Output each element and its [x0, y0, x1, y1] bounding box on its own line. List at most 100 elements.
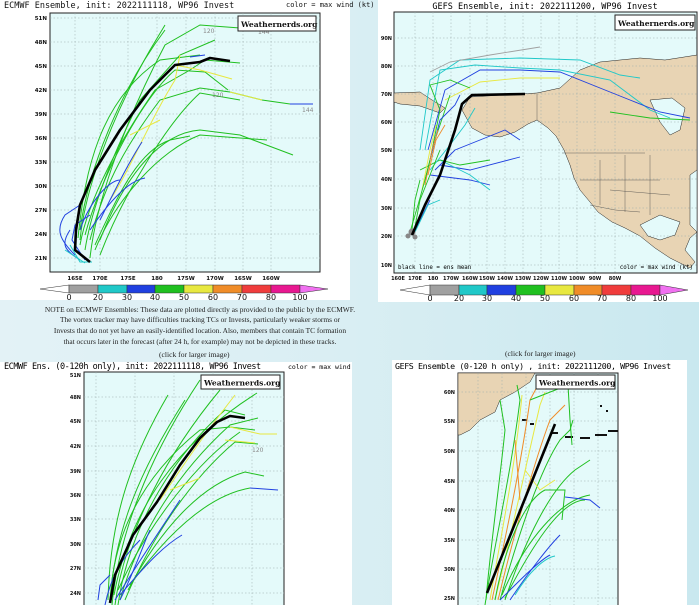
scale-label: 60: [569, 294, 579, 302]
aleutian-islands-part: [580, 437, 590, 439]
panel-title: GEFS Ensemble (0-120 h only) , init: 202…: [395, 361, 671, 371]
grid-lines: [458, 373, 618, 605]
gefs-120h-track-map-part: 60N 55N 50N 45N 40N 35N 30N 25N: [444, 390, 455, 602]
land-masses-part: [461, 54, 698, 269]
ensemble-member-tracks-part: [107, 394, 169, 601]
ensemble-member-tracks-part: [97, 574, 111, 601]
panel-title: ECMWF Ens. (0-120h only), init: 20221111…: [4, 362, 261, 372]
water-bodies: [639, 97, 698, 241]
color-scale-bar-part: [399, 284, 431, 296]
color-scale-bar-part: [97, 284, 128, 294]
scale-label: 0: [427, 294, 432, 302]
ensemble-member-tracks-part: [119, 417, 259, 601]
scale-label: 0: [66, 293, 71, 300]
ensemble-member-tracks-part: [119, 534, 183, 596]
ensemble-member-tracks-part: [494, 489, 566, 601]
click-for-larger-link[interactable]: (click for larger image): [505, 349, 576, 358]
forecast-hour-label: 120: [252, 447, 264, 454]
lon-tick: 100W: [569, 276, 585, 282]
gefs-ensemble-panel[interactable]: GEFS Ensemble, init: 2022111200, WP96 In…: [378, 0, 699, 302]
lat-tick: 36N: [70, 493, 81, 499]
ensemble-member-tracks-part: [114, 389, 221, 605]
aleutian-islands-part: [606, 410, 608, 412]
ensemble-member-tracks-part: [89, 24, 241, 259]
watermark: Weathernerds.org: [538, 379, 616, 388]
aleutian-islands-part: [522, 419, 527, 421]
ensemble-member-tracks-part: [427, 124, 446, 176]
ensemble-member-tracks-part: [499, 419, 574, 601]
lat-tick: 33N: [70, 517, 81, 523]
lat-tick: 51N: [35, 16, 48, 22]
watermark-box-part: [200, 374, 281, 390]
forecast-hour-label: 120: [212, 92, 224, 99]
ensemble-mean-track: [73, 56, 231, 264]
scale-label: 100: [652, 294, 667, 302]
ensemble-member-tracks-part: [89, 87, 291, 241]
ecmwf-120h-track-map-part: 51N 48N 45N 42N 39N 36N 33N 30N 27N 24N: [70, 373, 81, 597]
forecast-hour-label: 144: [302, 107, 314, 114]
color-scale-bar-part: [299, 284, 329, 294]
lat-tick: 51N: [70, 373, 81, 379]
land-masses: [393, 54, 698, 269]
ensemble-member-tracks-part: [189, 54, 206, 58]
ensemble-member-tracks: [97, 379, 279, 605]
color-scale-bar-part: [659, 284, 689, 296]
scale-label: 20: [93, 293, 103, 300]
scale-label: 40: [511, 294, 521, 302]
watermark-box: Weathernerds.org: [200, 374, 281, 390]
ensemble-member-tracks-part: [501, 494, 591, 596]
lat-tick: 30N: [35, 184, 48, 190]
lon-tick: 165E: [67, 276, 82, 282]
color-scale-bar-part: [212, 284, 243, 294]
gefs-120h-panel[interactable]: GEFS Ensemble (0-120 h only) , init: 202…: [392, 360, 687, 605]
aleutian-islands-part: [565, 436, 573, 438]
ensemble-member-tracks-part: [411, 179, 421, 231]
ecmwf-ensemble-panel[interactable]: ECMWF Ensemble, init: 2022111118, WP96 I…: [0, 0, 375, 300]
color-scale-bar-part: [270, 284, 301, 294]
ensemble-member-tracks-part: [485, 399, 506, 601]
ensemble-member-tracks-part: [413, 149, 441, 233]
ensemble-member-tracks-part: [224, 439, 256, 444]
ensemble-member-tracks-part: [444, 77, 560, 101]
ensemble-member-tracks-part: [424, 129, 439, 186]
lat-tick: 39N: [70, 469, 81, 475]
ensemble-mean-track: [108, 414, 246, 604]
lat-tick: 60N: [444, 390, 455, 396]
scale-label: 40: [150, 293, 160, 300]
lon-tick: 180: [428, 276, 439, 282]
ensemble-member-tracks: [409, 46, 691, 236]
watermark-box-part: [237, 15, 317, 32]
scale-label: 50: [179, 293, 189, 300]
panel-title: GEFS Ensemble, init: 2022111200, WP96 In…: [432, 2, 657, 12]
ensemble-member-tracks-part: [79, 29, 166, 231]
water-bodies-part: [639, 214, 681, 241]
watermark-box-part: [614, 14, 696, 31]
lat-tick: 40N: [381, 177, 392, 183]
ensemble-member-tracks-part: [524, 469, 556, 491]
color-scale-bar-part: [154, 284, 185, 294]
ensemble-member-tracks-part: [529, 384, 573, 446]
ensemble-member-tracks-part: [414, 199, 441, 233]
ensemble-member-tracks-part: [84, 69, 229, 236]
scale-label: 30: [122, 293, 132, 300]
ensemble-mean-track: [485, 423, 557, 594]
ensemble-member-tracks-part: [71, 214, 91, 261]
scale-label: 50: [540, 294, 550, 302]
ensemble-member-tracks-part: [79, 179, 121, 231]
lat-tick: 24N: [70, 591, 81, 597]
scale-label: 100: [292, 293, 307, 300]
color-scale-bar-part: 0 20 30 40 50 60 70 80 100: [427, 294, 667, 302]
lat-tick: 40N: [444, 508, 455, 514]
lat-tick: 55N: [444, 419, 455, 425]
political-borders-part: [589, 204, 641, 213]
lon-tick: 140W: [497, 276, 513, 282]
ensemble-member-tracks-part: [84, 39, 216, 251]
ensemble-member-tracks-part: [174, 64, 233, 80]
ensemble-mean-track: [410, 92, 526, 236]
scale-label: 70: [237, 293, 247, 300]
ecmwf-note-line: NOTE on ECMWF Ensembles: These data are …: [44, 305, 356, 314]
click-for-larger-link[interactable]: (click for larger image): [159, 350, 230, 359]
color-scale-bar-part: [126, 284, 156, 294]
ecmwf-120h-panel[interactable]: ECMWF Ens. (0-120h only), init: 20221111…: [0, 362, 352, 605]
genesis-cluster-part: [412, 234, 418, 240]
